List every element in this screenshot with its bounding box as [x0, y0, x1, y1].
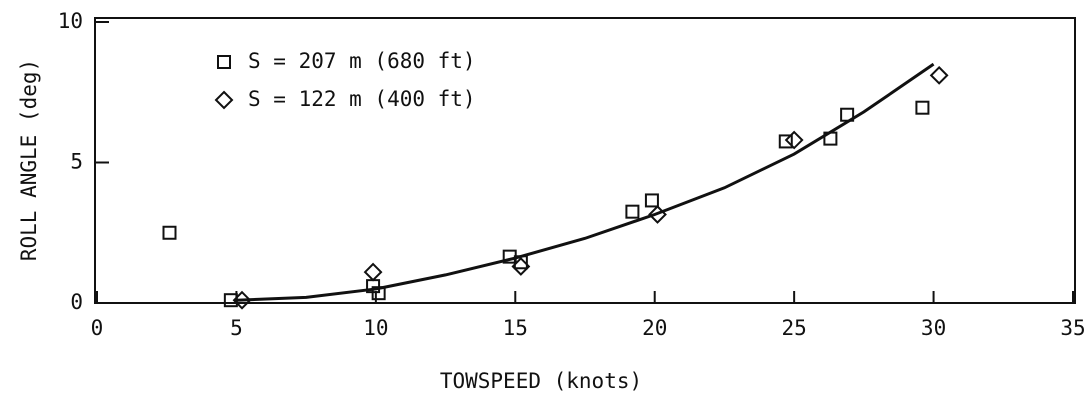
diamond-marker [648, 205, 667, 224]
diamond-marker [214, 90, 234, 110]
x-tick-label: 25 [781, 316, 806, 340]
y-tick-label: 10 [58, 9, 83, 33]
square-marker [513, 255, 528, 270]
x-tick-label: 20 [642, 316, 667, 340]
square-marker [823, 131, 838, 146]
x-tick-label: 10 [363, 316, 388, 340]
x-tick-label: 5 [230, 316, 243, 340]
square-marker [644, 193, 659, 208]
square-marker [915, 100, 930, 115]
diamond-marker [511, 257, 531, 276]
square-marker [371, 286, 386, 301]
x-tick-label: 35 [1060, 316, 1085, 340]
plot-frame [94, 17, 1076, 304]
x-tick-label: 0 [91, 316, 104, 340]
square-marker [840, 107, 855, 122]
y-axis-label: ROLL ANGLE (deg) [17, 59, 41, 261]
square-marker [223, 293, 238, 308]
fit-curve [236, 62, 935, 302]
y-tick-label: 5 [70, 150, 83, 174]
diamond-marker [363, 262, 383, 282]
legend-label: S = 207 m (680 ft) [248, 49, 476, 73]
x-axis-label: TOWSPEED (knots) [440, 369, 642, 393]
square-marker [217, 55, 231, 69]
legend-label: S = 122 m (400 ft) [248, 87, 476, 111]
square-marker [162, 225, 177, 240]
x-tick-label: 30 [921, 316, 946, 340]
x-tick-label: 15 [503, 316, 528, 340]
diamond-marker [232, 290, 252, 310]
diamond-marker [784, 130, 804, 150]
diamond-marker [929, 65, 949, 85]
y-tick-label: 0 [70, 290, 83, 314]
square-marker [625, 204, 640, 219]
square-marker [778, 134, 793, 149]
